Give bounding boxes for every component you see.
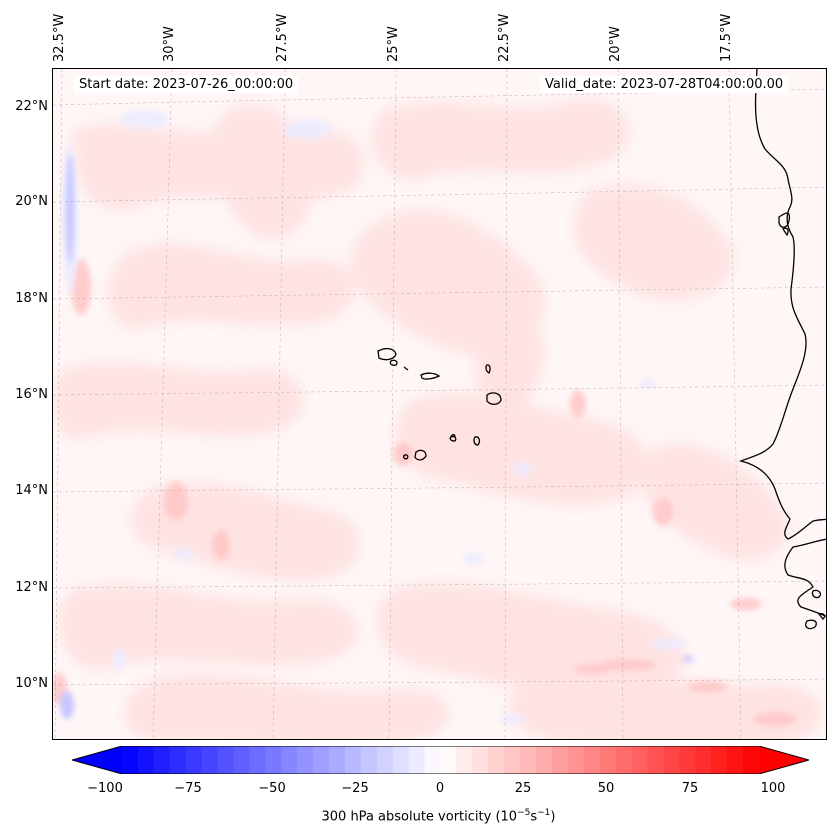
colorbar-cell <box>122 746 139 774</box>
colorbar-cell <box>360 746 378 774</box>
africa-coast-south <box>784 538 826 617</box>
lat-label: 20°N <box>15 194 48 209</box>
colorbar-cell <box>297 746 314 774</box>
colorbar-cell <box>265 746 282 774</box>
colorbar-cell <box>647 746 665 774</box>
colorbar-cell <box>249 746 266 774</box>
colorbar-cell <box>504 746 521 774</box>
africa-coast <box>738 69 826 540</box>
colorbar-tick-label: −50 <box>258 781 286 796</box>
colorbar-cell <box>376 746 394 774</box>
lat-label: 18°N <box>15 291 48 306</box>
colorbar-cell <box>313 746 330 774</box>
colorbar-cell <box>472 746 489 774</box>
positive-vorticity-mid <box>53 259 797 726</box>
start-date-label: Start date: 2023-07-26_00:00:00 <box>74 76 299 93</box>
lat-label: 10°N <box>15 676 48 691</box>
colorbar-tick-label: −100 <box>87 781 123 796</box>
lon-label: 27.5°W <box>275 13 290 62</box>
colorbar-cell <box>153 746 171 774</box>
colorbar-cell <box>424 746 442 774</box>
gridlines <box>53 69 826 739</box>
colorbar-cells <box>72 746 809 774</box>
colorbar-tick-label: −75 <box>174 781 202 796</box>
lat-label: 22°N <box>15 99 48 114</box>
colorbar <box>72 746 809 774</box>
lon-label: 17.5°W <box>719 13 734 62</box>
negative-vorticity-mid <box>60 154 694 719</box>
colorbar-cell <box>679 746 696 774</box>
colorbar-extend-max <box>759 746 809 774</box>
colorbar-cell <box>536 746 553 774</box>
colorbar-cell <box>631 746 649 774</box>
lon-label: 20°W <box>608 26 623 62</box>
colorbar-label: 300 hPa absolute vorticity (10−5s−1) <box>321 808 556 825</box>
colorbar-cell <box>169 746 187 774</box>
colorbar-cell <box>695 746 712 774</box>
colorbar-cell <box>615 746 633 774</box>
colorbar-cell <box>456 746 473 774</box>
colorbar-extend-min <box>72 746 122 774</box>
colorbar-cell <box>488 746 505 774</box>
colorbar-tick-label: 100 <box>760 781 786 796</box>
lat-label: 16°N <box>15 387 48 402</box>
colorbar-cell <box>711 746 728 774</box>
colorbar-cell <box>329 746 346 774</box>
lon-label: 30°W <box>162 26 177 62</box>
colorbar-cell <box>217 746 235 774</box>
lon-label: 32.5°W <box>52 13 67 62</box>
colorbar-cell <box>233 746 251 774</box>
colorbar-tick-label: 25 <box>514 781 532 796</box>
colorbar-cell <box>599 746 617 774</box>
colorbar-tick-label: 75 <box>681 781 699 796</box>
colorbar-cell <box>137 746 155 774</box>
colorbar-cell <box>185 746 203 774</box>
cape-verde-islands <box>377 347 502 461</box>
valid-date-label: Valid_date: 2023-07-28T04:00:00.00 <box>540 76 789 93</box>
negative-vorticity-light <box>62 110 686 724</box>
colorbar-cell <box>392 746 410 774</box>
colorbar-cell <box>520 746 537 774</box>
lon-label: 25°W <box>386 26 401 62</box>
colorbar-cell <box>727 746 744 774</box>
lat-label: 14°N <box>15 483 48 498</box>
colorbar-cell <box>551 746 569 774</box>
colorbar-cell <box>743 746 760 774</box>
coastline <box>738 69 826 630</box>
positive-vorticity-light <box>53 97 822 739</box>
vorticity-map[interactable] <box>52 68 827 740</box>
map-canvas <box>53 69 826 739</box>
colorbar-tick-label: 0 <box>435 781 445 796</box>
colorbar-cell <box>344 746 362 774</box>
lon-label: 22.5°W <box>497 13 512 62</box>
colorbar-cell <box>567 746 585 774</box>
colorbar-cell <box>663 746 680 774</box>
colorbar-tick-label: −25 <box>341 781 369 796</box>
colorbar-cell <box>201 746 219 774</box>
colorbar-cell <box>281 746 298 774</box>
colorbar-cell <box>408 746 426 774</box>
lat-label: 12°N <box>15 580 48 595</box>
colorbar-cell <box>440 746 458 774</box>
colorbar-cell <box>583 746 601 774</box>
colorbar-tick-label: 50 <box>597 781 615 796</box>
